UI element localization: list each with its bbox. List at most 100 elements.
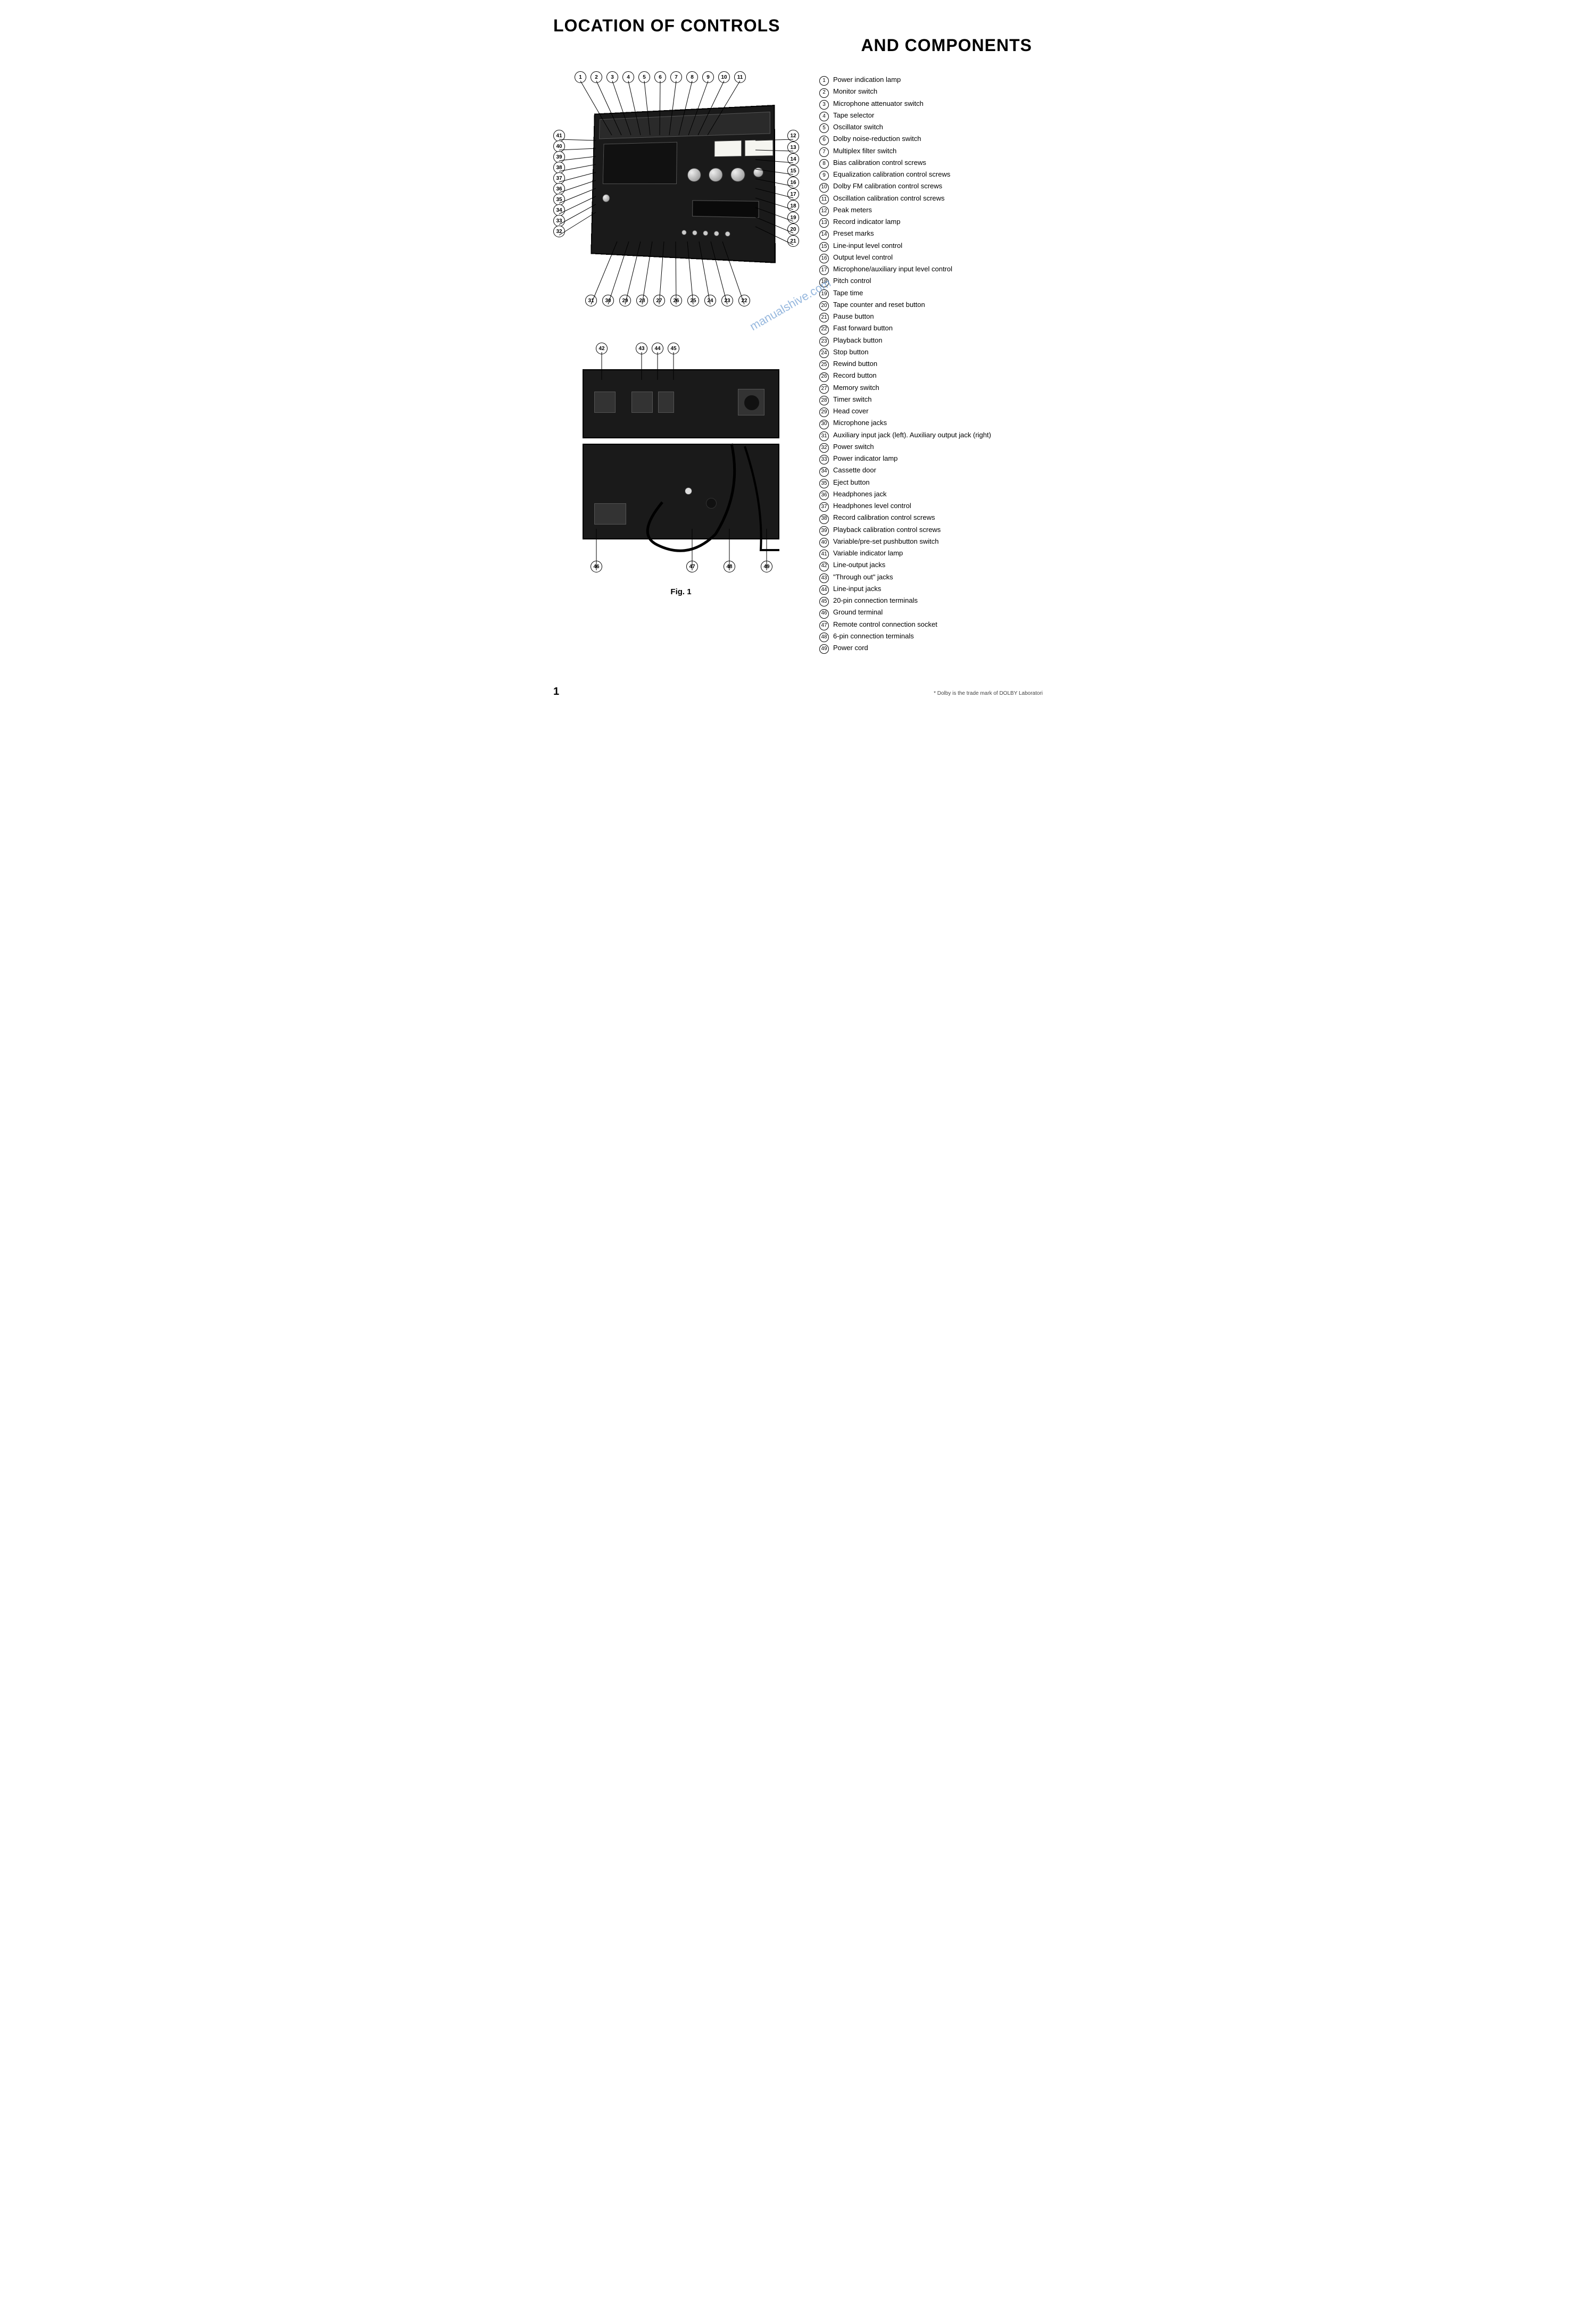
legend-number: 20 xyxy=(819,301,829,311)
callout-number: 18 xyxy=(787,200,799,212)
callout-number: 49 xyxy=(761,561,772,572)
callout-number: 24 xyxy=(704,295,716,306)
legend-text: Headphones jack xyxy=(833,488,886,500)
legend-number: 19 xyxy=(819,289,829,299)
callout-number: 14 xyxy=(787,153,799,165)
knob-pitch xyxy=(753,168,764,178)
callout-number: 28 xyxy=(636,295,648,306)
callout-number: 12 xyxy=(787,130,799,142)
legend-number: 24 xyxy=(819,348,829,358)
callout-number: 44 xyxy=(652,343,663,354)
legend-column: 1Power indication lamp2Monitor switch3Mi… xyxy=(819,71,1043,654)
callout-number: 35 xyxy=(553,194,565,205)
legend-item: 30Microphone jacks xyxy=(819,417,1043,429)
legend-number: 4 xyxy=(819,112,829,121)
legend-text: Rewind button xyxy=(833,358,877,369)
legend-text: Record button xyxy=(833,370,877,381)
callout-number: 48 xyxy=(724,561,735,572)
callout-number: 9 xyxy=(702,71,714,83)
legend-text: Variable indicator lamp xyxy=(833,547,903,559)
footnote: * Dolby is the trade mark of DOLBY Labor… xyxy=(934,691,1043,696)
legend-item: 29Head cover xyxy=(819,405,1043,417)
legend-number: 33 xyxy=(819,455,829,464)
legend-number: 26 xyxy=(819,372,829,382)
page-number: 1 xyxy=(553,686,559,698)
label-plate xyxy=(594,503,626,525)
callout-number: 30 xyxy=(602,295,614,306)
legend-text: Head cover xyxy=(833,405,868,417)
legend-text: Oscillation calibration control screws xyxy=(833,193,945,204)
legend-number: 18 xyxy=(819,278,829,287)
legend-text: Auxiliary input jack (left). Auxiliary o… xyxy=(833,429,991,440)
legend-text: Playback calibration control screws xyxy=(833,524,941,535)
callout-number: 4 xyxy=(622,71,634,83)
legend-item: 24Stop button xyxy=(819,346,1043,358)
legend-item: 20Tape counter and reset button xyxy=(819,299,1043,311)
legend-number: 12 xyxy=(819,206,829,216)
legend-item: 41Variable indicator lamp xyxy=(819,547,1043,559)
legend-item: 27 Memory switch xyxy=(819,382,1043,394)
legend-text: Eject button xyxy=(833,477,870,488)
legend-text: Pause button xyxy=(833,311,874,322)
legend-number: 37 xyxy=(819,502,829,512)
legend-item: 42Line-output jacks xyxy=(819,559,1043,571)
legend-number: 35 xyxy=(819,479,829,488)
legend-number: 47 xyxy=(819,621,829,630)
legend-text: Record indicator lamp xyxy=(833,216,900,227)
callout-number: 32 xyxy=(553,226,565,237)
legend-text: Memory switch xyxy=(833,382,879,393)
legend-item: 25Rewind button xyxy=(819,358,1043,370)
callout-number: 47 xyxy=(686,561,698,572)
legend-text: Playback button xyxy=(833,335,883,346)
legend-text: Record calibration control screws xyxy=(833,512,935,523)
legend-text: Oscillator switch xyxy=(833,121,883,132)
legend-text: Variable/pre-set pushbutton switch xyxy=(833,536,938,547)
legend-number: 7 xyxy=(819,147,829,157)
legend-text: Ground terminal xyxy=(833,606,883,618)
device-front-body xyxy=(591,105,776,263)
legend-item: 13Record indicator lamp xyxy=(819,216,1043,228)
callout-number: 40 xyxy=(553,140,565,152)
legend-item: 23 Playback button xyxy=(819,335,1043,346)
legend-number: 32 xyxy=(819,443,829,453)
legend-item: 14Preset marks xyxy=(819,228,1043,239)
legend-number: 40 xyxy=(819,538,829,547)
callout-number: 17 xyxy=(787,188,799,200)
callout-number: 8 xyxy=(686,71,698,83)
jack-panel-1 xyxy=(594,392,616,413)
cassette-door xyxy=(603,142,677,184)
legend-text: Bias calibration control screws xyxy=(833,157,926,168)
legend-text: Preset marks xyxy=(833,228,874,239)
jack-panel-3 xyxy=(658,392,674,413)
legend-item: 35 Eject button xyxy=(819,477,1043,488)
diagram-column: 1234567891011121314151617181920214140393… xyxy=(553,71,809,654)
page-footer: 1 * Dolby is the trade mark of DOLBY Lab… xyxy=(553,686,1043,698)
legend-text: Microphone jacks xyxy=(833,417,887,428)
title-line-2: AND COMPONENTS xyxy=(553,36,1043,55)
legend-item: 46Ground terminal xyxy=(819,606,1043,618)
callout-number: 33 xyxy=(553,215,565,227)
callout-number: 29 xyxy=(619,295,631,306)
legend-number: 27 xyxy=(819,384,829,394)
callout-number: 1 xyxy=(575,71,586,83)
legend-item: 8Bias calibration control screws xyxy=(819,157,1043,169)
legend-text: Monitor switch xyxy=(833,86,877,97)
legend-item: 486-pin connection terminals xyxy=(819,630,1043,642)
legend-number: 23 xyxy=(819,337,829,346)
knob-output xyxy=(709,168,723,182)
legend-text: "Through out" jacks xyxy=(833,571,893,583)
callout-number: 5 xyxy=(638,71,650,83)
legend-item: 34Cassette door xyxy=(819,464,1043,476)
callout-number: 43 xyxy=(636,343,647,354)
callout-number: 31 xyxy=(585,295,597,306)
callout-number: 10 xyxy=(718,71,730,83)
device-rear-top-unit xyxy=(583,369,779,438)
device-top-panel xyxy=(599,112,770,139)
legend-item: 32Power switch xyxy=(819,441,1043,453)
remote-socket xyxy=(706,498,717,509)
callout-number: 19 xyxy=(787,212,799,223)
legend-item: 44Line-input jacks xyxy=(819,583,1043,595)
legend-item: 39Playback calibration control screws xyxy=(819,524,1043,536)
legend-text: 20-pin connection terminals xyxy=(833,595,918,606)
legend-item: 33Power indicator lamp xyxy=(819,453,1043,464)
